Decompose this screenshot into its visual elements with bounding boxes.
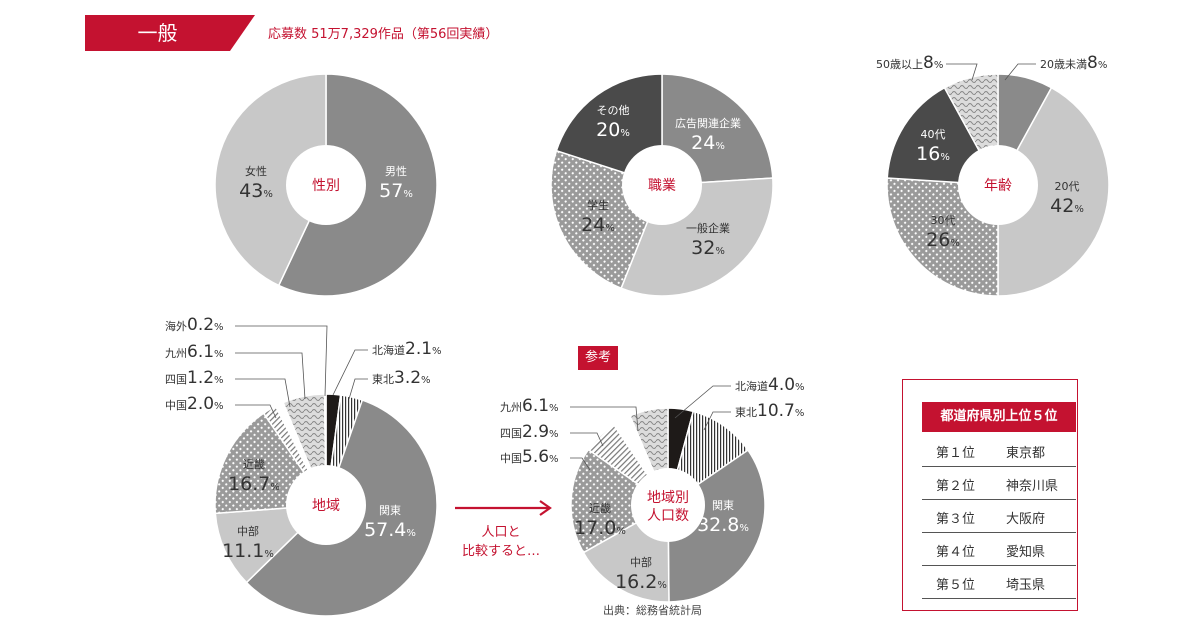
leader-line <box>570 406 639 432</box>
slice-label: 関東 <box>712 499 734 512</box>
leader-line <box>332 349 368 396</box>
leader-line <box>674 385 731 419</box>
slice-label: 四国2.9% <box>500 422 559 442</box>
ranking-row: 第５位 埼玉県 <box>922 565 1076 599</box>
slice-value: 57.4% <box>364 519 416 541</box>
slice-value: 20% <box>596 119 630 141</box>
pie-title: 地域別 <box>647 490 689 506</box>
slice-label: 近畿 <box>243 457 265 471</box>
pie-slice <box>570 448 670 554</box>
slice-label: 広告関連企業 <box>675 116 741 130</box>
pie-title: 職業 <box>648 178 676 194</box>
slice-label: 中部 <box>237 524 259 538</box>
slice-label: 北海道2.1% <box>372 339 442 359</box>
header-summary: 応募数 51万7,329作品（第56回実績） <box>268 27 499 42</box>
slice-label: その他 <box>597 104 630 117</box>
slice-value: 16.7% <box>228 473 280 495</box>
ranking-box <box>902 379 1078 611</box>
ranking-pref: 大阪府 <box>1006 512 1046 527</box>
pie-slice <box>997 86 1110 297</box>
slice-label: 20歳未満8% <box>1040 53 1107 73</box>
arrow-head <box>539 500 552 516</box>
slice-label: 男性 <box>385 164 407 178</box>
pie-title: 人口数 <box>647 508 689 524</box>
leader-line <box>235 404 277 419</box>
slice-label: 中国5.6% <box>500 447 559 467</box>
ranking-pref: 愛知県 <box>1006 545 1046 560</box>
ranking-pref: 埼玉県 <box>1006 578 1046 593</box>
ranking-rank: 第５位 <box>936 578 976 593</box>
slice-label: 40代 <box>921 128 946 141</box>
pie-hole <box>958 145 1038 225</box>
leader-line <box>235 378 291 408</box>
ranking-row: 第２位 神奈川県 <box>922 466 1076 500</box>
leader-line <box>946 63 978 81</box>
leader-line <box>1004 63 1036 81</box>
pie-hole <box>286 145 366 225</box>
slice-value: 11.1% <box>222 540 274 562</box>
leader-line <box>348 378 368 400</box>
leader-line <box>235 325 328 397</box>
slice-value: 32% <box>691 237 725 259</box>
header-tag-shape <box>85 15 255 51</box>
slice-label: 20代 <box>1055 180 1080 193</box>
slice-value: 17.0% <box>574 517 626 539</box>
slice-label: 北海道4.0% <box>735 375 805 395</box>
slice-label: 女性 <box>245 164 267 178</box>
slice-value: 43% <box>239 180 273 202</box>
pie-title: 地域 <box>312 498 340 514</box>
leader-line <box>703 411 731 431</box>
arrow-label: 人口と 比較すると… <box>451 523 551 561</box>
slice-value: 24% <box>581 214 615 236</box>
pie-slice <box>214 73 327 287</box>
slice-label: 東北3.2% <box>372 368 431 388</box>
leader-line <box>235 352 306 400</box>
slice-value: 32.8% <box>697 514 749 536</box>
slice-label: 九州6.1% <box>165 342 224 362</box>
slice-value: 42% <box>1050 195 1084 217</box>
arrow-label-line-1: 人口と <box>481 525 521 540</box>
slice-label: 学生 <box>587 198 609 212</box>
ranking-row: 第１位 東京都 <box>922 433 1076 467</box>
ranking-rank: 第３位 <box>936 512 976 527</box>
arrow-label-line-2: 比較すると… <box>461 544 540 559</box>
leader-line <box>570 457 591 471</box>
slice-value: 57% <box>379 180 413 202</box>
slice-value: 16.2% <box>615 571 667 593</box>
source-note: 出典：総務省統計局 <box>603 604 702 617</box>
slice-label: 50歳以上8% <box>876 53 943 73</box>
ranking-row: 第４位 愛知県 <box>922 532 1076 566</box>
slice-label: 一般企業 <box>686 221 730 235</box>
ranking-rank: 第４位 <box>936 545 976 560</box>
ranking-title: 都道府県別上位５位 <box>922 402 1076 432</box>
pie-title: 性別 <box>312 178 340 194</box>
pie-hole <box>286 465 366 545</box>
slice-label: 30代 <box>931 214 956 227</box>
ranking-pref: 神奈川県 <box>1006 479 1059 494</box>
ranking-row: 第３位 大阪府 <box>922 499 1076 533</box>
reference-tag: 参考 <box>578 346 618 370</box>
slice-label: 中国2.0% <box>165 394 224 414</box>
pie-slice <box>667 449 766 603</box>
slice-label: 近畿 <box>589 501 611 515</box>
slice-value: 26% <box>926 229 960 251</box>
leader-line <box>570 432 604 447</box>
slice-label: 中部 <box>630 555 652 569</box>
slice-label: 九州6.1% <box>500 396 559 416</box>
slice-label: 四国1.2% <box>165 368 224 388</box>
ranking-rank: 第１位 <box>936 446 976 461</box>
pie-hole <box>622 145 702 225</box>
slice-label: 関東 <box>379 504 401 517</box>
pie-title: 年齢 <box>984 178 1012 194</box>
slice-label: 東北10.7% <box>735 401 804 421</box>
slice-label: 海外0.2% <box>165 315 224 335</box>
slice-value: 16% <box>916 143 950 165</box>
header-tag-label: 一般 <box>137 21 178 45</box>
ranking-pref: 東京都 <box>1006 446 1046 461</box>
pie-hole <box>631 468 705 542</box>
slice-value: 24% <box>691 132 725 154</box>
ranking-rank: 第２位 <box>936 479 976 494</box>
